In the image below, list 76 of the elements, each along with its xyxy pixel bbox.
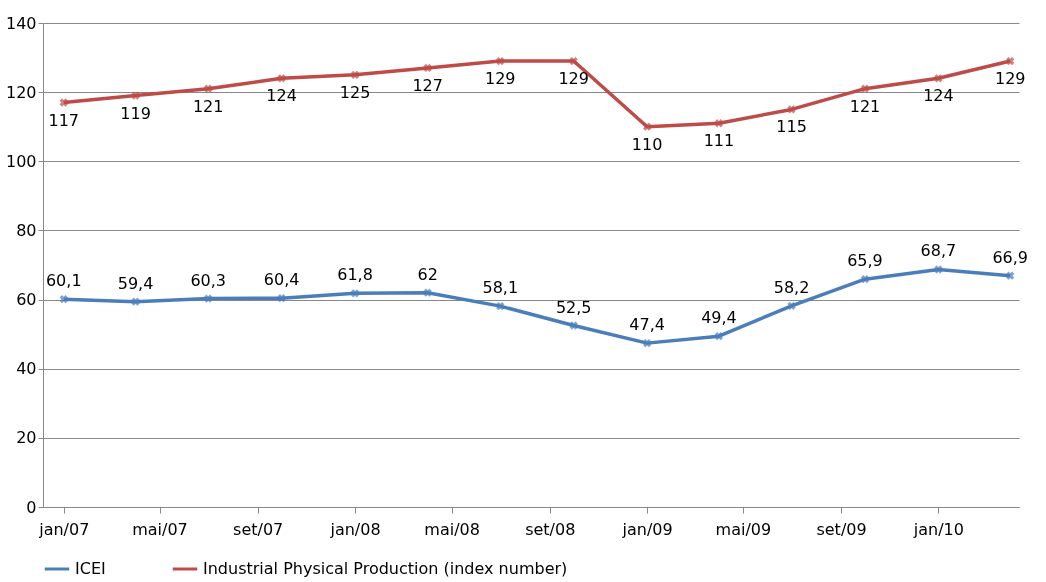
data-label: 129: [485, 69, 516, 89]
point: [423, 288, 432, 297]
point: [569, 56, 578, 66]
point: [59, 98, 68, 107]
data-label: 125: [339, 82, 371, 102]
data-label: 68,7: [920, 241, 957, 261]
point: [569, 321, 578, 330]
x-tick-label: jan/09: [621, 519, 673, 539]
data-label: 129: [994, 69, 1026, 89]
point: [350, 70, 360, 79]
data-label: 60,4: [263, 270, 300, 290]
point: [642, 338, 652, 348]
point: [204, 84, 213, 93]
point: [59, 295, 68, 304]
point: [1006, 56, 1015, 66]
point: [787, 301, 796, 310]
x-tick-label: jan/08: [329, 519, 381, 539]
point: [1006, 271, 1015, 280]
point: [131, 91, 140, 100]
x-tick-label: set/07: [233, 519, 284, 539]
data-label: 119: [120, 103, 151, 123]
y-tick-label: 80: [16, 220, 37, 240]
point: [277, 74, 286, 83]
point: [496, 56, 505, 66]
point: [714, 332, 724, 341]
point: [934, 74, 943, 83]
data-label: 66,9: [992, 247, 1029, 267]
point: [934, 265, 943, 274]
data-label: 111: [703, 131, 735, 151]
data-label: 117: [48, 110, 80, 130]
point: [204, 294, 213, 303]
point: [860, 84, 870, 93]
data-label: 62: [417, 264, 438, 284]
data-label: 129: [558, 69, 589, 89]
y-tick-label: 120: [5, 82, 37, 102]
point: [277, 294, 286, 303]
point: [714, 119, 724, 128]
x-tick-label: jan/10: [912, 519, 964, 539]
x-tick-label: jan/07: [38, 519, 90, 539]
x-tick-label: set/09: [816, 519, 867, 539]
legend-label: Industrial Physical Production (index number): [203, 559, 568, 578]
data-label: 58,1: [482, 278, 519, 298]
data-label: 124: [923, 86, 954, 106]
x-tick-label: mai/08: [424, 519, 480, 539]
data-label: 60,1: [45, 271, 82, 291]
y-tick-label: 0: [26, 497, 37, 517]
legend-label: ICEI: [75, 559, 106, 578]
point: [642, 122, 652, 131]
data-label: 52,5: [555, 297, 592, 317]
data-label: 110: [631, 134, 663, 154]
data-label: 121: [849, 96, 881, 116]
data-label: 65,9: [847, 251, 883, 271]
x-tick-label: mai/09: [715, 519, 772, 539]
data-label: 58,2: [773, 277, 810, 297]
y-tick-label: 40: [16, 359, 37, 379]
point: [860, 275, 870, 284]
data-label: 124: [266, 86, 297, 106]
point: [787, 105, 796, 114]
data-label: 61,8: [337, 265, 373, 285]
point: [423, 63, 432, 73]
data-label: 59,4: [117, 273, 154, 293]
y-tick-label: 140: [5, 13, 37, 33]
data-label: 47,4: [629, 315, 665, 335]
data-label: 60,3: [190, 270, 227, 290]
data-label: 115: [776, 117, 807, 137]
point: [350, 289, 360, 298]
point: [496, 302, 505, 311]
data-label: 127: [412, 75, 443, 95]
y-tick-label: 20: [16, 428, 37, 448]
data-label: 49,4: [701, 308, 737, 328]
data-label: 121: [192, 96, 224, 116]
point: [131, 297, 140, 306]
x-tick-label: mai/07: [132, 519, 188, 539]
y-tick-label: 100: [5, 151, 37, 171]
y-tick-label: 60: [16, 290, 37, 310]
x-tick-label: set/08: [525, 519, 576, 539]
